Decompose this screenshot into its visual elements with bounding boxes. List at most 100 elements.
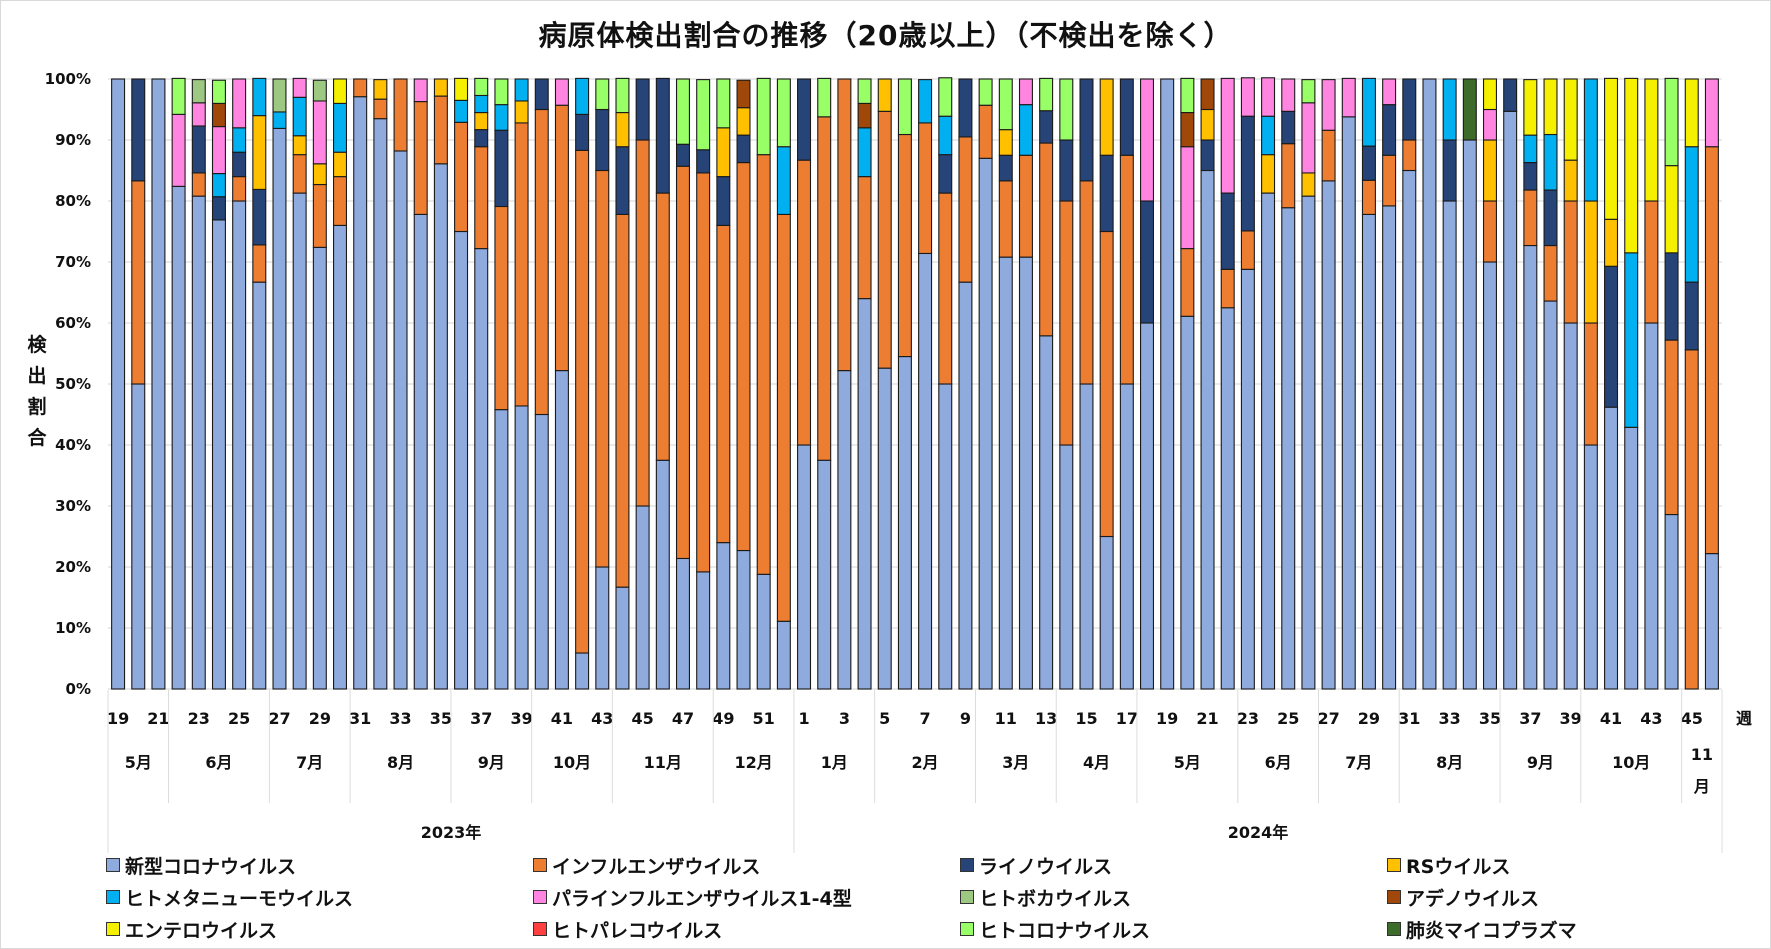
month-label: 7月 [296, 753, 323, 772]
bar-segment [1039, 110, 1054, 144]
bar-segment [1180, 146, 1195, 250]
bar-segment [1462, 78, 1477, 141]
x-tick-label: 35 [430, 709, 452, 728]
bar-segment [474, 129, 489, 148]
bar-segment [595, 169, 610, 568]
bar-segment [211, 79, 226, 104]
bar-segment [1281, 143, 1296, 209]
month-label: 2月 [912, 753, 939, 772]
x-tick-label: 23 [188, 709, 210, 728]
legend-swatch [106, 922, 120, 936]
bar-segment [1301, 79, 1316, 104]
bar-segment [1664, 339, 1679, 516]
bar-segment [1402, 169, 1417, 690]
bar-segment [413, 213, 428, 690]
bar-segment [1482, 200, 1497, 263]
bar-segment [454, 77, 469, 101]
x-tick-label: 7 [920, 709, 931, 728]
bar-segment [1563, 322, 1578, 690]
bar-segment [776, 620, 791, 690]
bar-segment [373, 79, 388, 100]
bar-segment [1664, 77, 1679, 167]
x-tick-label: 9 [960, 709, 971, 728]
bar-segment [413, 78, 428, 103]
bar-stack [978, 78, 993, 690]
bar-segment [1140, 200, 1155, 324]
bar-segment [1422, 78, 1437, 690]
bar-stack [1684, 78, 1699, 690]
bar-stack [776, 78, 791, 690]
legend-item: ヒトボカウイルス [960, 884, 1387, 910]
bar-stack [534, 78, 549, 690]
bar-segment [1442, 139, 1457, 202]
bar-segment [353, 78, 368, 98]
bar-segment [1059, 200, 1074, 446]
bar-stack [615, 77, 630, 690]
bar-segment [292, 154, 307, 194]
legend-swatch [1387, 858, 1401, 872]
bar-segment [1200, 78, 1215, 111]
bar-segment [534, 108, 549, 416]
y-tick-label: 30% [55, 497, 91, 515]
bar-segment [978, 78, 993, 106]
bar-segment [272, 111, 287, 129]
bar-segment [1018, 154, 1033, 258]
legend-swatch [960, 858, 974, 872]
x-tick-label: 37 [470, 709, 492, 728]
bar-segment [1563, 200, 1578, 324]
bar-segment [938, 383, 953, 690]
bar-segment [958, 136, 973, 283]
bar-segment [1240, 115, 1255, 232]
x-tick-label: 13 [1035, 709, 1057, 728]
y-axis-label-char: 検 [27, 334, 47, 356]
bar-segment [1583, 322, 1598, 446]
bar-segment [1281, 78, 1296, 112]
bar-segment [736, 162, 751, 552]
bar-segment [1382, 154, 1397, 207]
x-tick-label: 37 [1519, 709, 1541, 728]
bar-segment [232, 200, 247, 690]
bar-segment [272, 78, 287, 113]
bar-segment [433, 78, 448, 97]
bar-segment [877, 367, 892, 690]
bar-stack [211, 79, 226, 690]
bar-segment [1160, 78, 1175, 690]
month-label: 6月 [205, 753, 232, 772]
bar-segment [373, 118, 388, 690]
bar-segment [554, 78, 569, 106]
bar-segment [837, 78, 852, 372]
legend-label: ヒトパレコウイルス [552, 919, 723, 942]
bar-stack [1018, 78, 1033, 690]
bar-stack [918, 79, 933, 690]
bar-segment [1664, 165, 1679, 254]
y-axis-label-char: 出 [27, 365, 47, 387]
bar-segment [1563, 159, 1578, 202]
x-tick-label: 17 [1116, 709, 1138, 728]
bar-segment [1261, 115, 1276, 156]
bar-segment [1361, 77, 1376, 147]
bar-segment [938, 192, 953, 385]
bar-segment [1281, 110, 1296, 145]
bar-segment [756, 573, 771, 690]
bar-segment [353, 96, 368, 690]
bar-segment [776, 78, 791, 148]
x-tick-label: 25 [1277, 709, 1299, 728]
bar-segment [595, 78, 610, 111]
bar-stack [897, 78, 912, 690]
bar-stack [514, 78, 529, 690]
bar-segment [554, 104, 569, 372]
bar-segment [998, 180, 1013, 258]
bar-segment [1341, 77, 1356, 118]
month-label: 10月 [1612, 753, 1650, 772]
bar-stack [1664, 77, 1679, 690]
bar-segment [312, 246, 327, 690]
y-axis-label-char: 割 [27, 396, 47, 418]
bar-segment [1604, 265, 1619, 408]
bar-segment [655, 192, 670, 461]
bar-stack [575, 77, 590, 690]
legend-item: ヒトパレコウイルス [533, 916, 960, 942]
bar-segment [1624, 77, 1639, 254]
bar-segment [333, 151, 348, 178]
month-label: 8月 [1436, 753, 1463, 772]
